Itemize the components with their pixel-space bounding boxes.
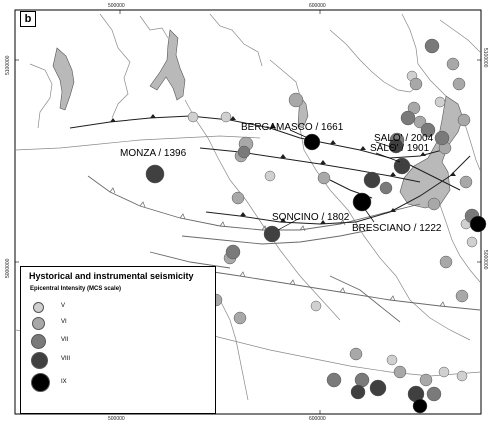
legend-label-vii: VII <box>61 337 69 343</box>
coord-bottom-1: 500000 <box>108 416 125 422</box>
legend-swatch-vii <box>31 334 46 349</box>
legend-label-v: V <box>61 303 66 309</box>
legend-label-viii: VIII <box>61 356 71 362</box>
legend-swatch-ix <box>31 373 50 392</box>
legend-item-vi <box>31 317 45 330</box>
label-monza: MONZA / 1396 <box>120 148 187 159</box>
label-soncino: SONCINO / 1802 <box>272 212 350 223</box>
lake-como <box>149 29 186 101</box>
legend-swatch-viii <box>31 352 48 369</box>
legend-swatch-v <box>33 302 44 313</box>
coord-top-1: 500000 <box>108 3 125 9</box>
coord-top-2: 600000 <box>309 3 326 9</box>
label-bresciano: BRESCIANO / 1222 <box>352 223 442 234</box>
label-bergamasco: BERGAMASCO / 1661 <box>241 122 344 133</box>
legend-item-v <box>31 302 44 313</box>
label-salo-2004: SALO' / 2004 <box>374 133 434 144</box>
panel-label: b <box>20 11 36 27</box>
epicenters <box>145 38 487 414</box>
coord-left-2: 5000000 <box>5 258 11 278</box>
label-salo-1901: SALO' / 1901 <box>370 143 430 154</box>
legend-item-viii <box>31 352 48 369</box>
legend: Hystorical and instrumental seismicity E… <box>20 266 216 414</box>
legend-subtitle: Epicentral Intensity (MCS scale) <box>30 286 122 292</box>
coord-bottom-2: 600000 <box>309 416 326 422</box>
legend-label-ix: IX <box>61 379 67 385</box>
legend-title: Hystorical and instrumental seismicity <box>29 271 194 281</box>
legend-swatch-vi <box>32 317 45 330</box>
coord-right-1: 5100000 <box>482 48 488 68</box>
lake-maggiore <box>52 47 75 111</box>
legend-item-ix <box>31 373 50 392</box>
coord-right-2: 5000000 <box>482 250 488 270</box>
legend-item-vii <box>31 334 46 349</box>
legend-label-vi: VI <box>61 319 67 325</box>
coord-left-1: 5100000 <box>5 55 11 75</box>
rivers <box>14 13 482 401</box>
